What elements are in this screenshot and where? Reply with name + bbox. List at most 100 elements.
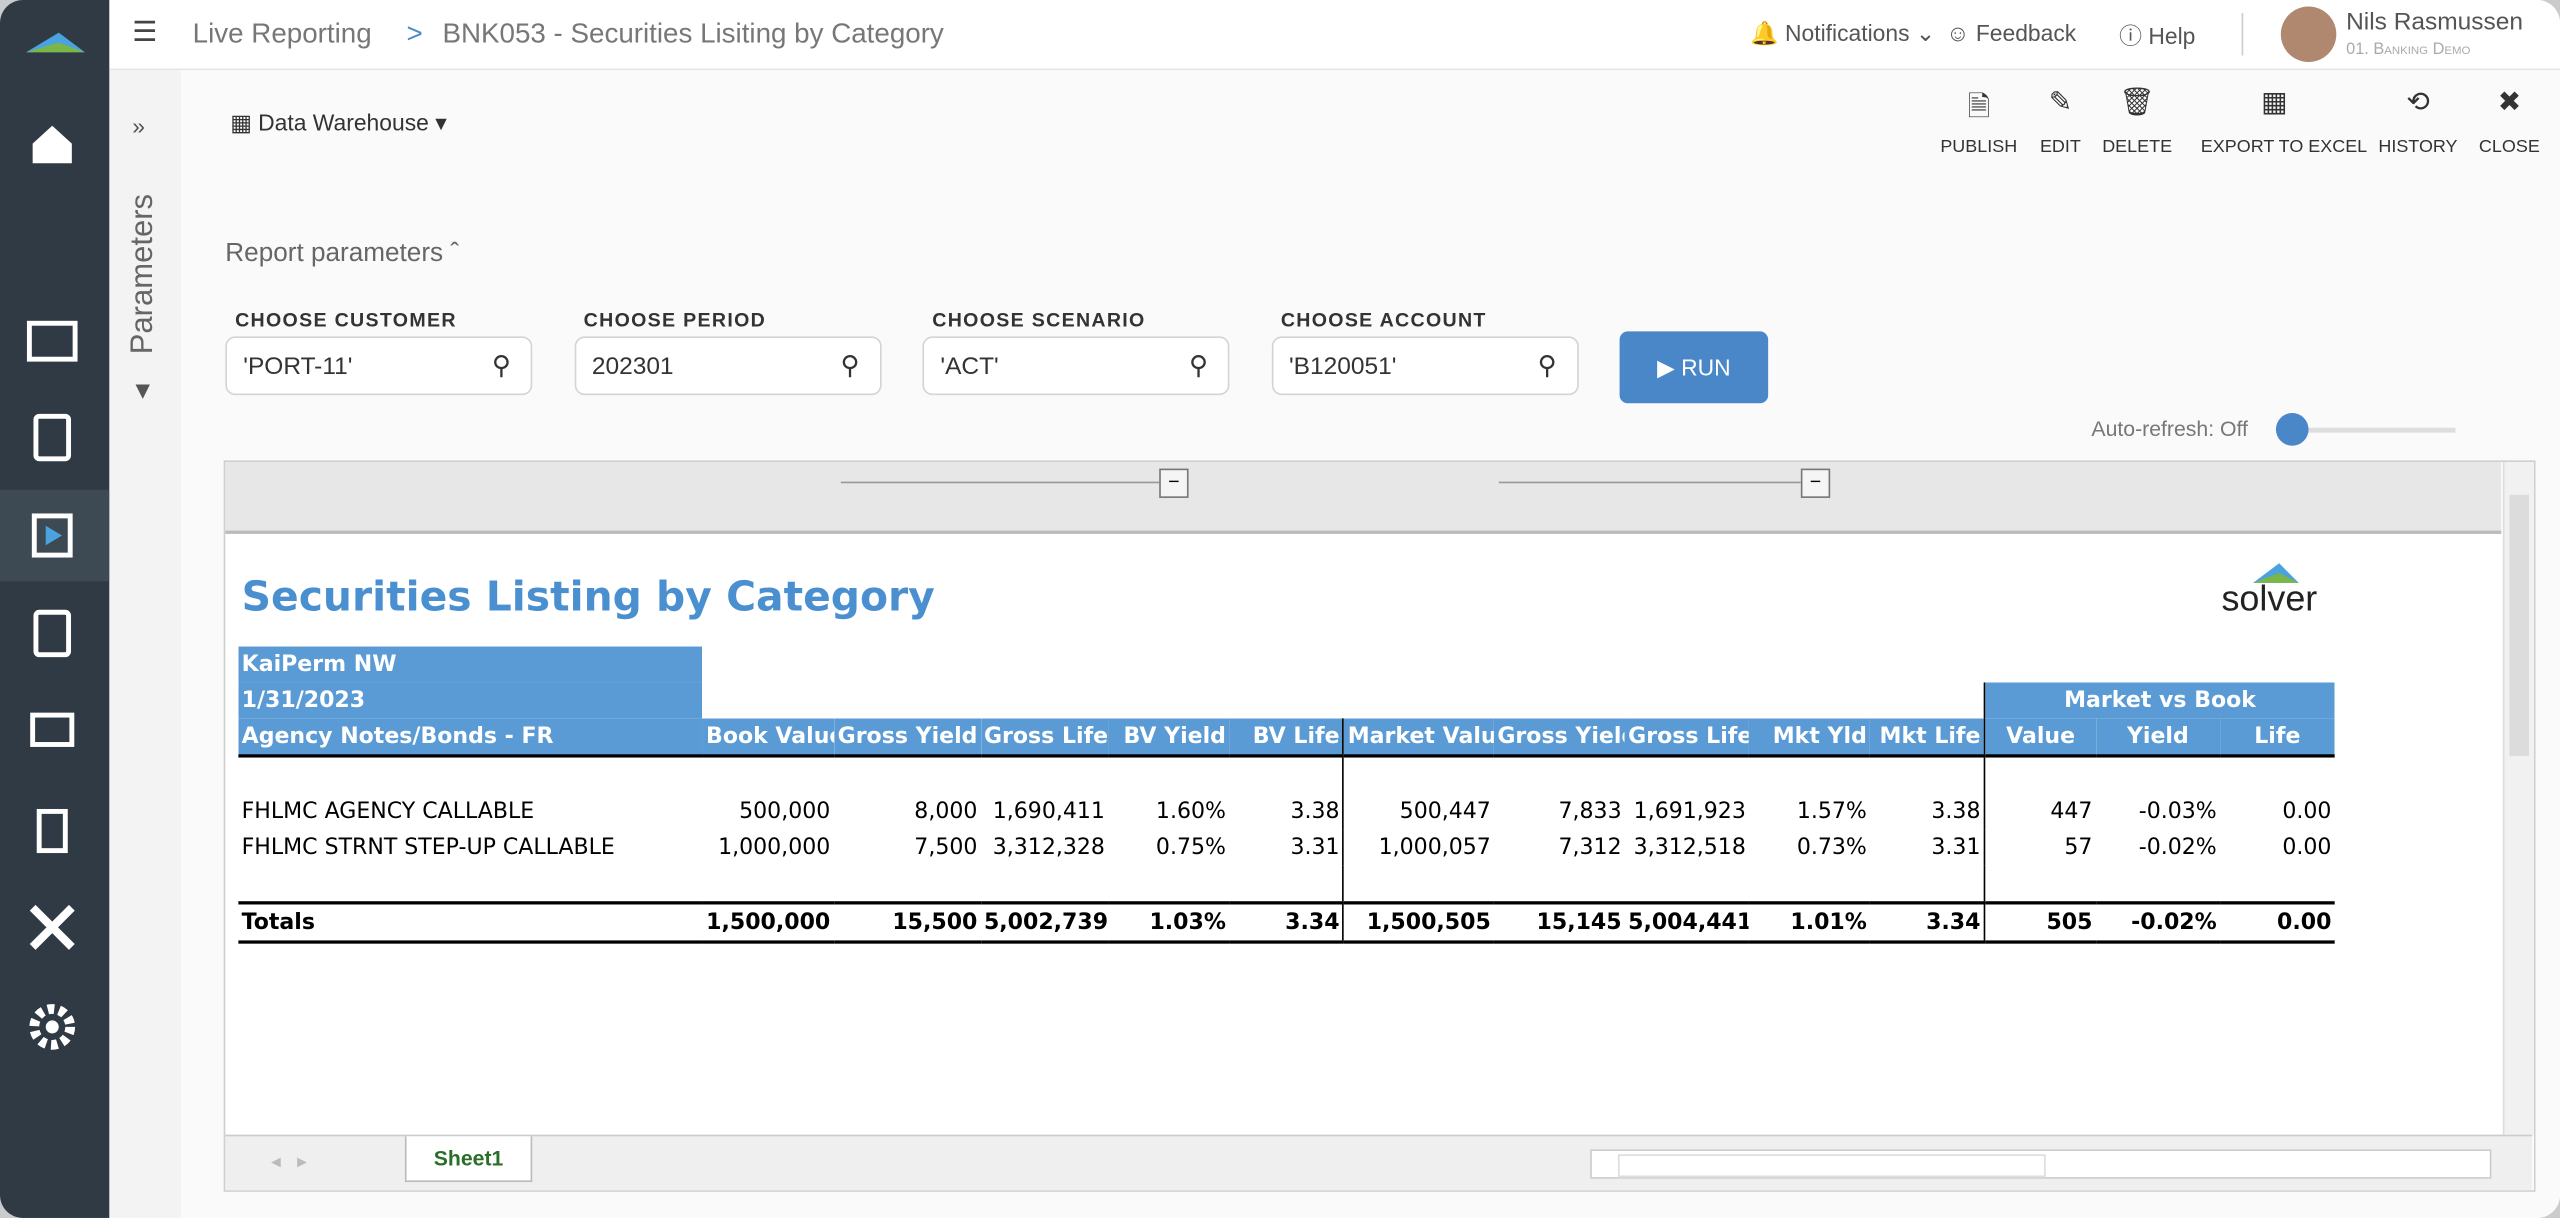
field-value[interactable]: 'ACT' [940,352,999,381]
collapse-button[interactable]: − [1800,468,1831,498]
empty-cell [238,865,702,903]
toolbar-icon[interactable]: 🗎 [1967,91,1990,123]
cell: 1,691,923 [1633,798,1746,825]
cell: 500,000 [739,798,831,825]
empty-cell [1985,647,2096,683]
toolbar-icon[interactable]: 🗑 [2119,86,2155,118]
toolbar-icon[interactable]: ⟲ [2406,86,2430,118]
sheet-tab[interactable]: Sheet1 [404,1136,533,1183]
cell: 3.38 [1870,793,1986,830]
column-header: Market Value [1343,718,1495,758]
toolbar-button[interactable]: CLOSE [2478,137,2540,157]
row-name: FHLMC STRNT STEP-UP CALLABLE [241,834,615,861]
vertical-scrollbar[interactable] [2502,462,2534,1135]
empty-cell [1625,865,1749,903]
outline-bar: − − [225,462,2502,534]
feedback[interactable]: ☺ Feedback [1946,19,2077,46]
toolbar-icon[interactable]: ✖ [2497,86,2522,118]
breadcrumb-root[interactable]: Live Reporting [192,17,372,49]
blank-row [238,865,2334,903]
totals-row: Totals 1,500,000 15,500 5,002,739 1.03% 3.34 1… [238,901,2335,944]
cell: -0.02% [2138,834,2217,861]
toolbar-button[interactable]: PUBLISH [1940,137,2018,157]
notifications[interactable]: 🔔 Notifications ⌄ [1750,19,1936,46]
empty-cell [1229,865,1345,903]
parameters-label[interactable]: Parameters [125,193,160,355]
cell: 8,000 [914,798,978,825]
notifications-label[interactable]: Notifications [1785,19,1910,46]
menu-icon[interactable]: ☰ [132,16,158,48]
header-line: 1/31/2023 [238,682,703,719]
toolbar-icon[interactable]: ▦ [2261,86,2288,118]
run-label[interactable]: RUN [1681,354,1731,381]
empty-cell [1344,682,1494,718]
empty-cell [981,647,1109,683]
help-label[interactable]: Help [2148,22,2196,49]
search-icon[interactable]: ⚲ [840,352,860,381]
empty-cell [2220,865,2335,903]
feedback-label[interactable]: Feedback [1975,19,2077,46]
collapse-button[interactable]: − [1159,468,1189,498]
search-icon[interactable]: ⚲ [491,352,512,381]
data-source[interactable]: ▦ Data Warehouse ▾ [230,109,447,136]
cell: 0.73% [1796,834,1867,861]
header-line: Agency Notes/Bonds - FR [238,718,703,758]
empty-cell [2220,647,2335,683]
report-parameters[interactable]: Report parameters ˆ [225,239,460,268]
field-input[interactable]: 'PORT-11' ⚲ [225,336,533,396]
cell: 447 [2050,798,2093,825]
header-row: 1/31/2023 Market vs Book [238,682,2335,719]
cell: 3.38 [1229,793,1345,830]
cell: -0.03% [2138,798,2217,825]
search-icon[interactable]: ⚲ [1189,352,1209,381]
toolbar-button[interactable]: EDIT [2039,137,2081,157]
report-parameters-label[interactable]: Report parameters [225,239,444,268]
column-header: Gross Yield [833,718,981,758]
sidebar [0,0,110,1218]
slider-knob[interactable] [2275,413,2309,446]
empty-cell [2096,647,2220,683]
data-row: FHLMC STRNT STEP-UP CALLABLE 1,000,000 7,5… [238,829,2334,866]
run-button[interactable]: ▶ RUN [1619,331,1769,404]
horizontal-scrollbar[interactable] [1590,1149,2492,1179]
toolbar-button[interactable]: HISTORY [2378,137,2458,157]
field-input[interactable]: 'ACT' ⚲ [922,336,1230,396]
expand-icon[interactable]: » [132,112,145,139]
empty-cell [2220,756,2335,794]
field-input[interactable]: 'B120051' ⚲ [1271,336,1578,396]
cell: 1,000,000 [718,834,831,861]
cell: 3,312,328 [992,834,1105,861]
user-name[interactable]: Nils Rasmussen [2346,8,2524,36]
logo-text: solver [2221,578,2317,619]
field-input[interactable]: 202301 ⚲ [573,336,881,396]
header-line: KaiPerm NW [238,646,703,683]
field-value[interactable]: 'B120051' [1288,352,1397,381]
cell: -0.02% [2095,901,2220,944]
field-value[interactable]: 'PORT-11' [243,352,353,381]
help[interactable]: ⓘ Help [2119,22,2196,49]
empty-cell [1344,865,1494,903]
empty-cell [1108,865,1229,903]
empty-cell [981,756,1109,794]
avatar[interactable] [2280,6,2337,63]
cell: 1.57% [1796,798,1867,825]
slider-track [2279,427,2456,433]
empty-cell [1870,647,1984,683]
toolbar-icon[interactable]: ✎ [2048,86,2073,118]
data-source-label[interactable]: Data Warehouse [258,109,429,136]
divider [2241,13,2244,56]
cell: 3.31 [1870,829,1986,866]
filter-icon[interactable]: ▼ [130,377,155,405]
field-value[interactable]: 202301 [591,352,674,381]
empty-cell [1108,682,1229,718]
toolbar-button[interactable]: EXPORT TO EXCEL [2200,137,2368,157]
field-label: CHOOSE CUSTOMER [235,308,457,332]
toolbar-button[interactable]: DELETE [2102,137,2173,157]
cell: 1,500,000 [702,901,834,944]
report-table: KaiPerm NW 1/31/2023 Market vs Book Agency … [238,646,2335,944]
auto-refresh: Auto-refresh: Off [2091,416,2248,441]
search-icon[interactable]: ⚲ [1537,352,1557,381]
empty-cell [703,865,834,903]
cell: 0.00 [2282,798,2332,825]
